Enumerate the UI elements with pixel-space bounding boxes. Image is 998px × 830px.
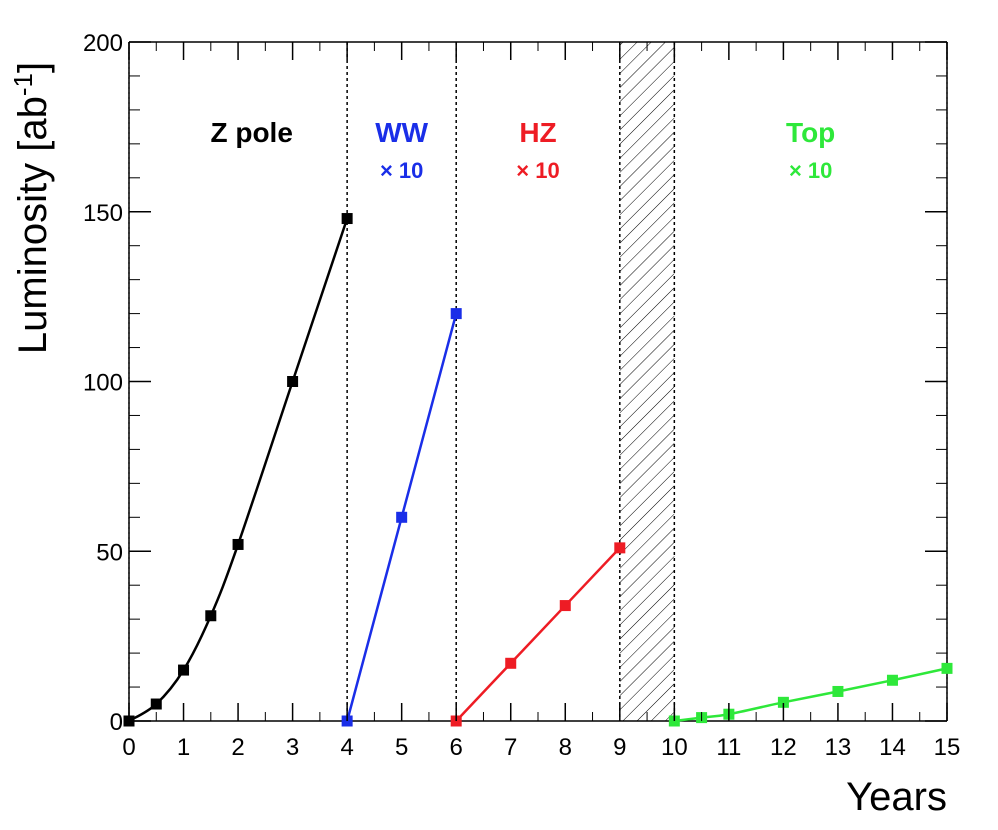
data-point-z-pole <box>232 538 244 550</box>
x-tick-label: 14 <box>879 734 906 761</box>
x-tick-label: 5 <box>395 734 408 761</box>
y-tick-label: 100 <box>83 370 123 397</box>
x-axis-title: Years <box>846 775 947 819</box>
x-tick-label: 9 <box>613 734 626 761</box>
series-line-z-pole <box>128 218 349 723</box>
x-tick-label: 7 <box>504 734 517 761</box>
data-point-top <box>832 685 844 697</box>
x-tick-label: 3 <box>286 734 299 761</box>
y-tick-label: 150 <box>83 200 123 227</box>
x-tick-label: 13 <box>825 734 852 761</box>
data-point-z-pole <box>205 610 217 622</box>
scale-factor-top: × 10 <box>789 158 832 183</box>
data-point-ww <box>396 511 408 523</box>
y-tick-label: 50 <box>96 539 123 566</box>
scale-factor-ww: × 10 <box>380 158 423 183</box>
data-point-hz <box>559 600 571 612</box>
shutdown-hatched-band <box>619 42 675 721</box>
y-axis-title: Luminosity [ab-1] <box>8 62 55 354</box>
shutdown-band-layer <box>619 42 675 721</box>
x-tick-label: 6 <box>450 734 463 761</box>
x-tick-label: 1 <box>177 734 190 761</box>
x-tick-label: 8 <box>559 734 572 761</box>
series-layer <box>123 213 953 727</box>
data-point-z-pole <box>178 664 190 676</box>
data-point-top <box>886 674 898 686</box>
x-tick-label: 11 <box>716 734 741 761</box>
y-tick-label: 200 <box>83 30 123 57</box>
x-tick-label: 0 <box>122 734 135 761</box>
data-point-top <box>941 662 953 674</box>
x-tick-label: 10 <box>661 734 688 761</box>
region-labels: Z pole WW × 10 HZ × 10 Top × 10 <box>210 117 835 183</box>
scale-factor-hz: × 10 <box>516 158 559 183</box>
series-line-hz <box>455 546 621 722</box>
data-point-top <box>777 696 789 708</box>
data-point-z-pole <box>150 698 162 710</box>
region-label-hz: HZ <box>519 117 556 148</box>
x-tick-label: 2 <box>231 734 244 761</box>
region-label-z-pole: Z pole <box>210 117 292 148</box>
data-point-hz <box>614 542 626 554</box>
data-point-z-pole <box>287 376 299 387</box>
x-tick-label: 4 <box>340 734 353 761</box>
y-tick-label: 0 <box>110 709 123 736</box>
x-tick-label: 12 <box>770 734 797 761</box>
x-tick-label: 15 <box>934 734 961 761</box>
data-point-ww <box>450 308 462 320</box>
region-label-top: Top <box>786 117 835 148</box>
data-point-z-pole <box>341 213 353 225</box>
region-label-ww: WW <box>375 117 428 148</box>
data-point-hz <box>505 657 517 669</box>
